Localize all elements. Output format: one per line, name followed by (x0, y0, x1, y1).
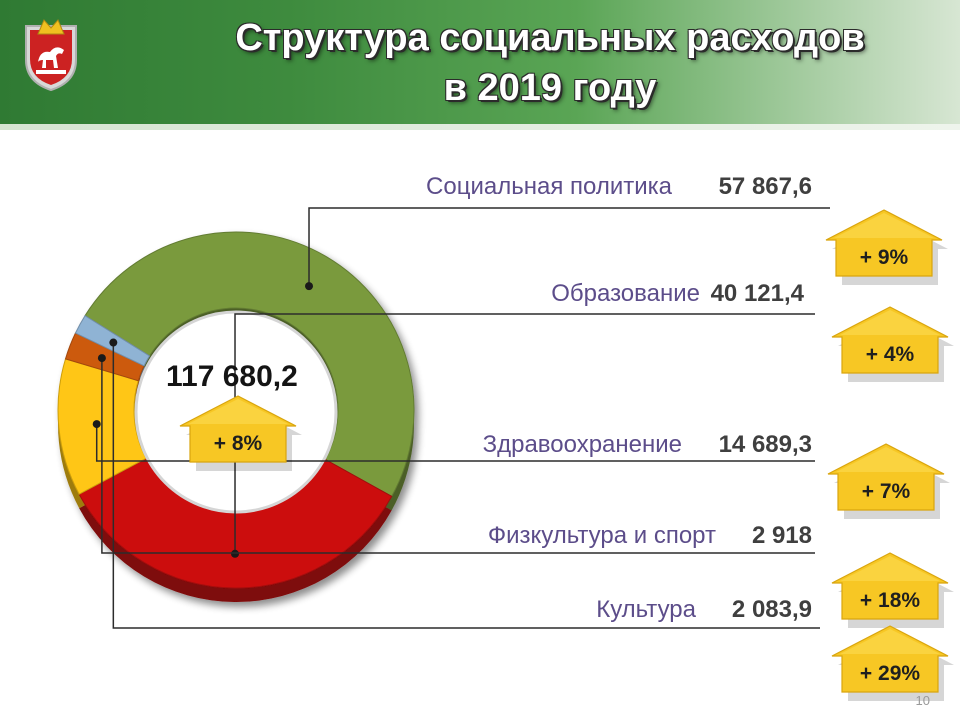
title-banner (0, 0, 960, 128)
change-label-1: + 4% (866, 343, 915, 366)
leader-dot-2 (92, 420, 101, 429)
category-label-1: Образование (551, 280, 700, 307)
value-label-2: 14 689,3 (719, 431, 812, 458)
leader-line-2 (95, 424, 815, 462)
category-label-2: Здравоохранение (483, 431, 682, 458)
leader-line-4 (112, 342, 820, 629)
donut-segment-0 (84, 231, 415, 498)
up-arrow-icon: + 9% (825, 209, 948, 285)
value-label-3: 2 918 (752, 522, 812, 549)
page-title: Структура социальных расходов (235, 17, 865, 59)
total-change-arrow-icon: + 8% (179, 395, 302, 471)
up-arrow-icon: + 4% (831, 306, 954, 382)
banner-divider (0, 124, 960, 130)
leader-line-3 (101, 358, 815, 554)
coat-of-arms-icon (25, 19, 77, 92)
page-number: 10 (915, 693, 930, 708)
value-label-4: 2 083,9 (732, 596, 812, 623)
category-label-0: Социальная политика (426, 173, 673, 200)
up-arrow-icon: + 7% (827, 443, 950, 519)
value-label-0: 57 867,6 (719, 173, 812, 200)
change-label-0: + 9% (860, 246, 909, 269)
leader-line-0 (308, 207, 830, 287)
change-label-3: + 18% (860, 589, 920, 612)
page-subtitle: в 2019 году (443, 67, 657, 109)
change-label-4: + 29% (860, 662, 920, 685)
up-arrow-icon: + 18% (831, 552, 954, 628)
up-arrow-icon: + 29% (831, 625, 954, 701)
total-value-label: 117 680,2 (166, 360, 298, 393)
leader-dot-3 (97, 354, 106, 363)
leader-dot-1 (231, 549, 240, 558)
category-label-3: Физкультура и спорт (488, 522, 716, 549)
total-change-label: + 8% (214, 432, 263, 455)
leader-dot-4 (109, 338, 118, 347)
value-label-1: 40 121,4 (711, 280, 805, 307)
leader-dot-0 (305, 282, 314, 291)
leader-line-1 (234, 313, 815, 554)
change-label-2: + 7% (862, 480, 911, 503)
category-label-4: Культура (596, 596, 696, 623)
